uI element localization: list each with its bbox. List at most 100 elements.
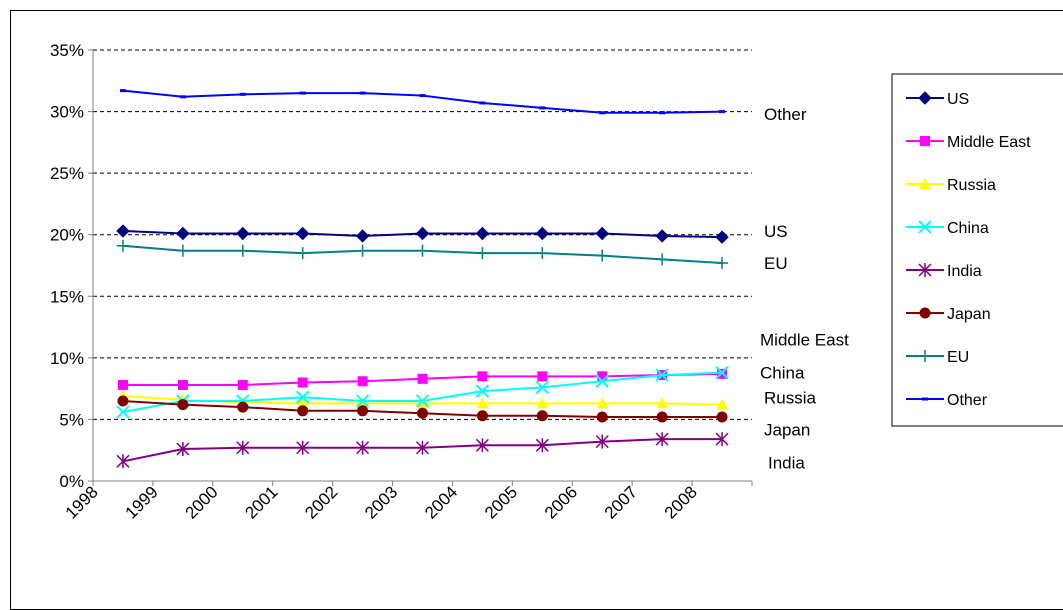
data-point [356,244,369,257]
legend-item: India [906,263,982,280]
series-other [119,89,726,115]
data-point [415,440,430,455]
legend-label: Russia [947,177,996,194]
data-point [596,249,609,262]
series-middle-east [117,368,728,390]
data-point [716,411,728,423]
legend-marker [919,178,931,189]
legend-item: Russia [906,177,996,194]
x-tick-label: 2007 [601,482,641,522]
legend-marker [918,263,932,277]
annotation-label: China [760,364,805,383]
data-point [596,397,609,409]
data-point [656,397,669,409]
annotation-label: India [768,454,805,473]
legend-item: China [906,220,989,237]
data-point [355,229,370,243]
legend-box [891,73,1063,427]
data-point [476,410,488,422]
data-point [719,110,726,114]
data-point [116,405,130,419]
y-tick-label: 15% [50,287,84,306]
x-tick-label: 2008 [661,482,701,522]
y-tick-label: 30% [50,103,84,122]
data-point [177,399,189,411]
x-tick-label: 2005 [481,482,521,522]
y-tick-labels: 0% 5% 10% 15% 20% 25% 30% 35% [50,41,93,491]
data-point [595,226,609,241]
series-us [116,224,729,244]
data-point [416,397,429,409]
data-point [475,226,490,241]
data-point [415,226,430,241]
data-point [596,411,608,423]
data-point [535,380,550,395]
data-point [476,397,489,409]
data-point [356,397,369,409]
legend-item: Other [906,392,988,409]
legend-item: EU [906,349,969,366]
data-point [239,92,246,96]
data-point [116,224,130,238]
series-japan [117,395,728,423]
data-point [176,244,189,257]
data-point [599,111,606,115]
series-eu [116,239,729,270]
annotation-label: Russia [764,388,817,407]
y-tick-label: 10% [50,349,84,368]
data-point [655,229,669,243]
data-point [236,226,250,241]
data-point [479,101,486,105]
legend: US Middle East Russia China India Japan EU Othe… [891,73,1063,427]
data-point [536,410,548,422]
data-point [417,373,428,384]
data-point [176,226,190,241]
data-point [296,247,309,260]
legend-label: US [947,91,969,108]
y-tick-label: 20% [50,226,84,245]
legend-marker [922,397,928,401]
legend-item: Japan [906,306,991,323]
y-tick-label: 35% [50,41,84,60]
y-tick-label: 5% [59,410,84,429]
data-point [477,371,488,382]
series-india [116,432,729,469]
x-tick-label: 2006 [541,482,581,522]
data-point [356,440,370,455]
x-tick-label: 2003 [361,482,401,522]
data-point [655,368,669,382]
axes [92,50,752,482]
data-point [297,405,309,417]
data-point [715,432,729,447]
data-point [656,411,668,423]
legend-marker [918,91,932,105]
y-tick-label: 0% [59,472,84,491]
x-tick-label: 2000 [181,482,221,522]
data-point [659,111,666,115]
data-point [177,379,188,390]
data-point [595,374,609,388]
data-point [716,398,729,410]
data-point [539,106,546,110]
series-line [122,89,723,114]
data-point [415,394,430,408]
data-point [535,226,550,241]
data-point [716,257,729,270]
x-tick-label: 1999 [122,482,162,522]
data-point [475,384,490,398]
x-tick-label: 2004 [421,482,461,522]
data-point [237,401,249,413]
annotation-label: Middle East [760,330,849,349]
data-point [595,434,609,449]
series-china [116,365,729,419]
data-point [296,397,309,409]
data-point [299,91,306,95]
series-lines [116,89,729,469]
x-tick-label: 2001 [241,482,281,522]
data-point [715,365,729,380]
legend-label: Middle East [947,134,1031,151]
annotation-label: Japan [764,420,810,439]
data-point [296,440,310,455]
data-point [656,253,669,266]
data-point [536,247,549,260]
